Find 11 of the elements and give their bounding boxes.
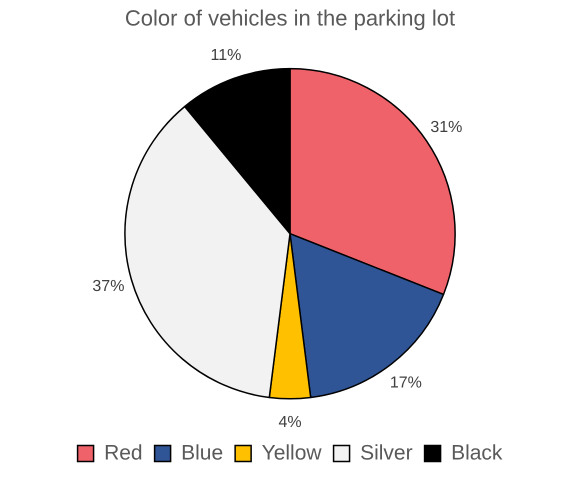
data-label: 4% bbox=[278, 414, 302, 432]
data-label: 11% bbox=[210, 47, 242, 64]
legend-label: Blue bbox=[181, 441, 224, 464]
legend-label: Yellow bbox=[262, 441, 322, 464]
chart-title: Color of vehicles in the parking lot bbox=[124, 5, 456, 30]
legend-label: Silver bbox=[360, 441, 413, 464]
data-label: 37% bbox=[92, 278, 124, 295]
data-label: 17% bbox=[390, 374, 422, 392]
data-label: 31% bbox=[430, 118, 462, 136]
legend-label: Black bbox=[451, 441, 503, 464]
legend-label: Red bbox=[104, 441, 143, 464]
